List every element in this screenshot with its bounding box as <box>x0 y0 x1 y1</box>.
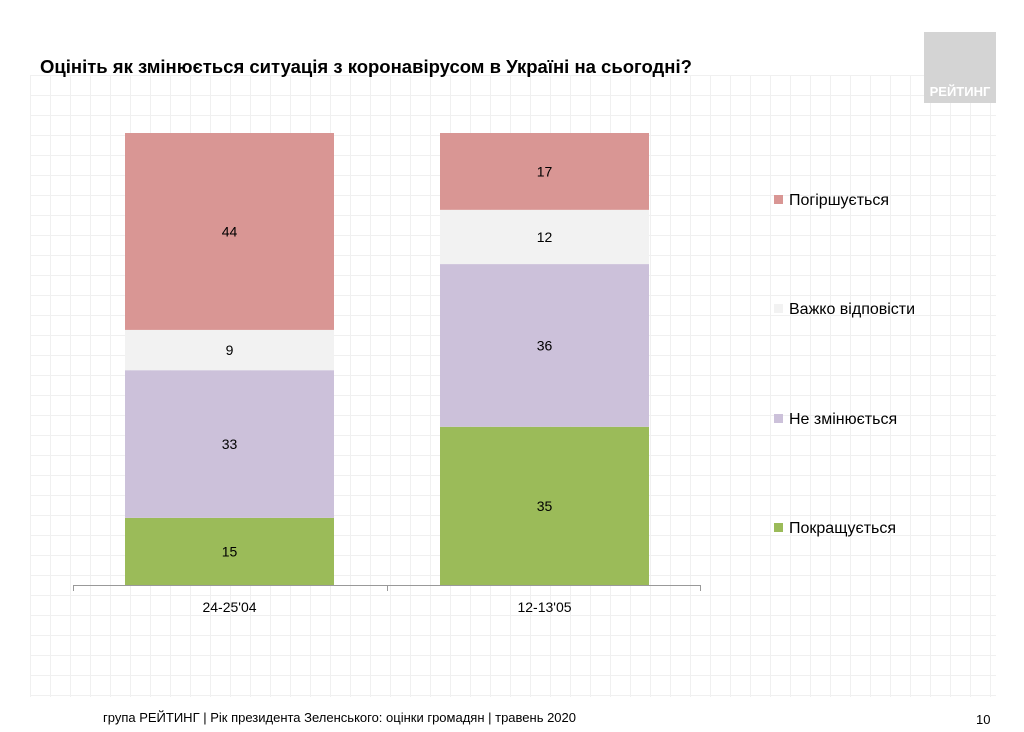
logo-text: РЕЙТИНГ <box>929 84 991 99</box>
page-title: Оцініть як змінюється ситуація з коронав… <box>40 56 692 77</box>
data-label: 12 <box>537 229 553 245</box>
data-label: 9 <box>226 342 234 358</box>
bar-segment <box>125 329 334 371</box>
logo: РЕЙТИНГ <box>924 32 996 103</box>
legend-label: Покращується <box>789 520 896 537</box>
bar-segment <box>125 133 334 330</box>
data-label: 35 <box>537 498 553 514</box>
data-label: 36 <box>537 337 553 353</box>
data-label: 44 <box>222 223 238 239</box>
data-label: 15 <box>222 543 238 559</box>
x-tick-label: 12-13'05 <box>517 599 571 615</box>
data-label: 33 <box>222 436 238 452</box>
bar-segment <box>125 370 334 518</box>
footer: група РЕЙТИНГ | Рік президента Зеленсько… <box>103 710 577 725</box>
legend-swatch <box>774 304 783 313</box>
legend-swatch <box>774 523 783 532</box>
bar-segment <box>440 209 649 265</box>
bar-segment <box>125 517 334 585</box>
bar-segment <box>440 426 649 585</box>
bar-segment <box>440 264 649 427</box>
legend-swatch <box>774 195 783 204</box>
legend-label: Погіршується <box>789 192 889 209</box>
bar-segment <box>440 133 649 210</box>
x-tick-label: 24-25'04 <box>202 599 256 615</box>
legend-label: Не змінюється <box>789 411 897 428</box>
page-number: 10 <box>976 712 991 727</box>
legend-label: Важко відповісти <box>789 301 915 318</box>
legend-swatch <box>774 414 783 423</box>
data-label: 17 <box>537 163 553 179</box>
